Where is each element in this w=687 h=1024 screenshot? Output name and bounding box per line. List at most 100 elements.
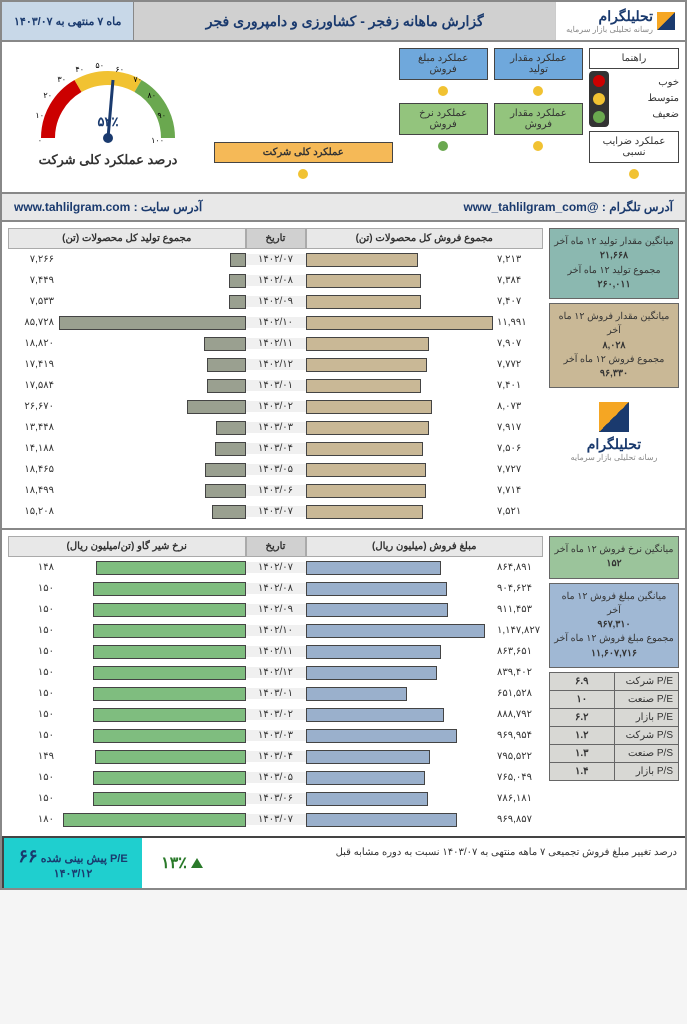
rate-value: ۱۵۰ [8, 604, 58, 615]
date-value: ۱۴۰۲/۰۹ [246, 604, 306, 615]
legend-sale-qty: عملکرد مقدار فروش [494, 103, 583, 135]
col-amt: مبلغ فروش (میلیون ریال) [306, 536, 544, 557]
sales-value: ۷,۹۰۷ [493, 338, 543, 349]
table-row: ۷,۴۰۷۱۴۰۲/۰۹۷,۵۳۳ [8, 291, 543, 312]
prod-value: ۷,۴۴۹ [8, 275, 58, 286]
prod-value: ۷,۲۶۶ [8, 254, 58, 265]
table-row: ۷,۹۱۷۱۴۰۳/۰۳۱۳,۴۴۸ [8, 417, 543, 438]
legend-sale-amt: عملکرد مبلغ فروش [399, 48, 488, 80]
table-row: ۹۱۱,۴۵۳۱۴۰۲/۰۹۱۵۰ [8, 599, 543, 620]
table-row: ۷,۷۱۴۱۴۰۳/۰۶۱۸,۴۹۹ [8, 480, 543, 501]
svg-text:۴۰: ۴۰ [75, 65, 84, 74]
amt-value: ۷۹۵,۵۲۲ [493, 751, 543, 762]
sales-value: ۷,۴۰۷ [493, 296, 543, 307]
ratio-grid: P/E شرکت۶.۹ P/E صنعت۱۰ P/E بازار۶.۲ P/S … [549, 672, 679, 781]
dot-icon [533, 86, 543, 96]
date-value: ۱۴۰۳/۰۷ [246, 506, 306, 517]
telegram-link[interactable]: @www_tahlilgram_com [463, 200, 598, 214]
prod-value: ۱۸,۴۶۵ [8, 464, 58, 475]
svg-text:۹۰: ۹۰ [157, 111, 166, 120]
sales-value: ۷,۵۰۶ [493, 443, 543, 454]
footer-pct: ۱۳٪ [142, 838, 222, 888]
prod-value: ۱۳,۴۴۸ [8, 422, 58, 433]
svg-text:۵۰: ۵۰ [95, 61, 104, 70]
traffic-light-icon [589, 71, 609, 127]
sales-value: ۷,۷۲۷ [493, 464, 543, 475]
website-link[interactable]: www.tahlilgram.com [14, 200, 130, 214]
brand-name: تحلیلگرام [566, 8, 653, 25]
table-row: ۶۵۱,۵۲۸۱۴۰۳/۰۱۱۵۰ [8, 683, 543, 704]
svg-text:۸۰: ۸۰ [147, 91, 156, 100]
date-value: ۱۴۰۳/۰۳ [246, 730, 306, 741]
sales-value: ۷,۵۲۱ [493, 506, 543, 517]
svg-text:۳۰: ۳۰ [57, 75, 66, 84]
amt-value: ۷۶۵,۰۴۹ [493, 772, 543, 783]
rate-value: ۱۵۰ [8, 625, 58, 636]
rate-value: ۱۵۰ [8, 772, 58, 783]
date-value: ۱۴۰۳/۰۲ [246, 401, 306, 412]
rate-value: ۱۵۰ [8, 793, 58, 804]
amt-value: ۹۶۹,۹۵۴ [493, 730, 543, 741]
date-value: ۱۴۰۲/۰۸ [246, 275, 306, 286]
date-value: ۱۴۰۳/۰۷ [246, 814, 306, 825]
stat-avg-prod: میانگین مقدار تولید ۱۲ ماه آخر۲۱,۶۶۸ مجم… [549, 228, 679, 299]
sales-value: ۸,۰۷۳ [493, 401, 543, 412]
arrow-up-icon [191, 858, 203, 868]
table-row: ۸۳۹,۴۰۲۱۴۰۲/۱۲۱۵۰ [8, 662, 543, 683]
table-row: ۹۶۹,۸۵۷۱۴۰۳/۰۷۱۸۰ [8, 809, 543, 830]
svg-text:۱۰: ۱۰ [35, 111, 44, 120]
prod-value: ۱۸,۸۲۰ [8, 338, 58, 349]
legend-quality-labels: خوب متوسط ضعیف [613, 75, 679, 123]
date-value: ۱۴۰۲/۱۰ [246, 317, 306, 328]
svg-text:۰: ۰ [38, 136, 42, 145]
header: تحلیلگرام رسانه تحلیلی بازار سرمایه گزار… [2, 2, 685, 42]
date-value: ۱۴۰۳/۰۲ [246, 709, 306, 720]
rate-value: ۱۴۸ [8, 562, 58, 573]
legend-prod-qty: عملکرد مقدار تولید [494, 48, 583, 80]
table1: مجموع فروش کل محصولات (تن) تاریخ مجموع ت… [8, 228, 543, 522]
svg-text:۱۰۰: ۱۰۰ [151, 136, 164, 145]
date-value: ۱۴۰۲/۱۰ [246, 625, 306, 636]
table-row: ۷۶۵,۰۴۹ ۱۴۰۳/۰۵ ۱۵۰ [8, 767, 543, 788]
legend-sale-rate: عملکرد نرخ فروش [399, 103, 488, 135]
table2: مبلغ فروش (میلیون ریال) تاریخ نرخ شیر گا… [8, 536, 543, 830]
logo: تحلیلگرام رسانه تحلیلی بازار سرمایه [555, 2, 685, 40]
report-date: ماه ۷ منتهی به ۱۴۰۳/۰۷ [2, 2, 134, 40]
table-row: ۷۹۵,۵۲۲۱۴۰۳/۰۴۱۴۹ [8, 746, 543, 767]
sales-value: ۷,۷۷۲ [493, 359, 543, 370]
amt-value: ۸۶۳,۶۵۱ [493, 646, 543, 657]
report-title: گزارش ماهانه زفجر - کشاورزی و دامپروری ف… [134, 2, 555, 40]
footer-pe-forward: P/E پیش بینی شده ۶۶ ۱۴۰۳/۱۲ [2, 838, 142, 888]
date-value: ۱۴۰۲/۱۱ [246, 646, 306, 657]
gauge-area: ۵۲٪ ۰ ۱۰ ۲۰ ۳۰ ۴۰ ۵۰ ۶۰ ۷۰ ۸۰ ۹۰ ۱۰۰ درص… [8, 48, 208, 186]
table-row: ۷,۵۲۱ ۱۴۰۳/۰۷ ۱۵,۲۰۸ [8, 501, 543, 522]
date-value: ۱۴۰۲/۱۲ [246, 359, 306, 370]
amt-value: ۶۵۱,۵۲۸ [493, 688, 543, 699]
legend-guide: راهنما [589, 48, 679, 69]
report-page: تحلیلگرام رسانه تحلیلی بازار سرمایه گزار… [0, 0, 687, 890]
prod-value: ۱۷,۴۱۹ [8, 359, 58, 370]
date-value: ۱۴۰۳/۰۵ [246, 772, 306, 783]
prod-value: ۱۵,۲۰۸ [8, 506, 58, 517]
prod-value: ۱۷,۵۸۴ [8, 380, 58, 391]
sales-value: ۷,۹۱۷ [493, 422, 543, 433]
sales-value: ۷,۳۸۴ [493, 275, 543, 286]
date-value: ۱۴۰۲/۰۹ [246, 296, 306, 307]
rate-value: ۱۵۰ [8, 646, 58, 657]
table-row: ۸,۰۷۳۱۴۰۳/۰۲۲۶,۶۷۰ [8, 396, 543, 417]
legend-section: راهنما خوب متوسط ضعیف عملکرد ضرایب نسبی … [2, 42, 685, 194]
date-value: ۱۴۰۳/۰۶ [246, 485, 306, 496]
col-date: تاریخ [246, 228, 306, 249]
gauge-chart: ۵۲٪ ۰ ۱۰ ۲۰ ۳۰ ۴۰ ۵۰ ۶۰ ۷۰ ۸۰ ۹۰ ۱۰۰ [28, 48, 188, 148]
stat-avg-amt: میانگین مبلغ فروش ۱۲ ماه آخر۹۶۷,۳۱۰ مجمو… [549, 583, 679, 668]
rate-value: ۱۵۰ [8, 688, 58, 699]
amt-value: ۸۶۴,۸۹۱ [493, 562, 543, 573]
prod-value: ۱۸,۴۹۹ [8, 485, 58, 496]
date-value: ۱۴۰۲/۰۷ [246, 254, 306, 265]
table-row: ۷,۴۰۱۱۴۰۳/۰۱۱۷,۵۸۴ [8, 375, 543, 396]
date-value: ۱۴۰۳/۰۴ [246, 751, 306, 762]
amt-value: ۸۳۹,۴۰۲ [493, 667, 543, 678]
rate-value: ۱۵۰ [8, 583, 58, 594]
dot-icon [438, 141, 448, 151]
table-row: ۸۸۸,۷۹۲۱۴۰۳/۰۲۱۵۰ [8, 704, 543, 725]
